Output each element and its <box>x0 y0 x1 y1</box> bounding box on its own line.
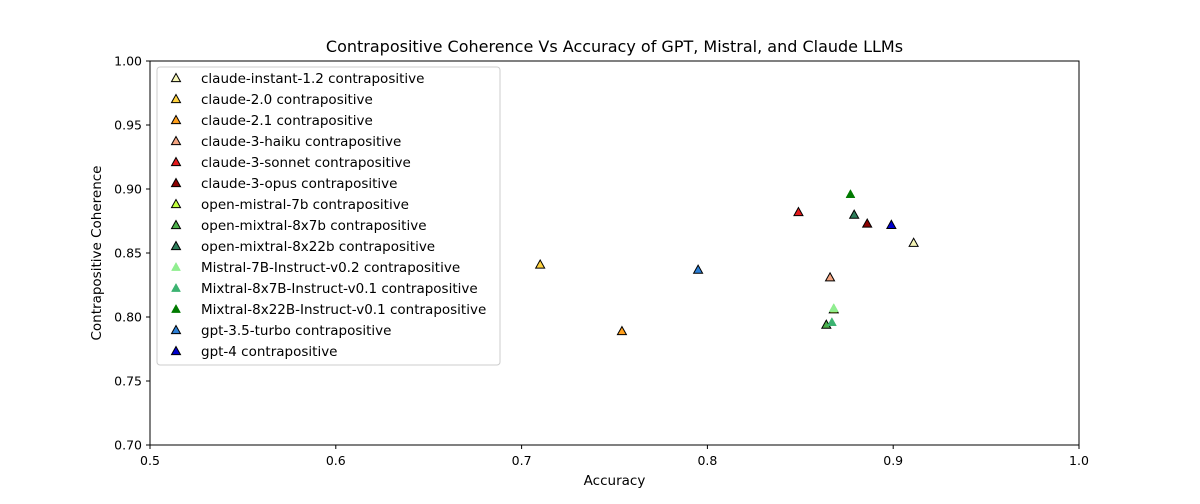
legend-label: open-mixtral-8x7b contrapositive <box>201 218 427 234</box>
legend-marker <box>171 261 181 271</box>
legend-label: claude-3-sonnet contrapositive <box>201 155 411 171</box>
x-tick-label: 0.9 <box>883 453 903 468</box>
legend-item: Mixtral-8x22B-Instruct-v0.1 contrapositi… <box>171 302 486 318</box>
legend-item: claude-instant-1.2 contrapositive <box>170 71 424 87</box>
data-point <box>861 218 873 228</box>
data-point <box>692 264 704 274</box>
legend-item: claude-2.0 contrapositive <box>170 92 373 108</box>
legend-marker <box>170 240 182 251</box>
x-tick-label: 0.6 <box>326 453 346 468</box>
y-tick-label: 0.75 <box>114 374 142 389</box>
data-point <box>793 206 804 217</box>
legend-marker <box>170 72 182 83</box>
legend-marker <box>171 303 181 313</box>
legend-item: gpt-4 contrapositive <box>170 344 338 360</box>
data-point <box>845 189 856 198</box>
y-tick-label: 0.85 <box>114 246 142 261</box>
legend-item: open-mixtral-8x7b contrapositive <box>170 218 427 234</box>
legend-marker <box>170 114 182 125</box>
legend-label: gpt-3.5-turbo contrapositive <box>201 323 391 339</box>
x-tick-label: 1.0 <box>1069 453 1089 468</box>
y-axis: 0.70 0.75 0.80 0.85 0.90 0.95 1.00 <box>114 54 150 453</box>
data-point <box>826 317 837 326</box>
legend-marker <box>170 156 182 167</box>
legend-item: Mistral-7B-Instruct-v0.2 contrapositive <box>171 260 460 276</box>
plot-area <box>534 189 919 336</box>
legend-label: open-mistral-7b contrapositive <box>201 197 409 213</box>
y-tick-label: 0.70 <box>114 438 142 453</box>
legend-item: claude-3-opus contrapositive <box>170 176 397 192</box>
legend-item: open-mixtral-8x22b contrapositive <box>170 239 435 255</box>
legend-marker <box>170 219 182 230</box>
legend-marker <box>170 177 182 188</box>
legend-item: gpt-3.5-turbo contrapositive <box>170 323 391 339</box>
y-tick-label: 1.00 <box>114 54 142 69</box>
chart-title: Contrapositive Coherence Vs Accuracy of … <box>326 37 903 56</box>
legend-label: claude-2.0 contrapositive <box>201 92 373 108</box>
legend-item: claude-2.1 contrapositive <box>170 113 373 129</box>
legend-item: claude-3-sonnet contrapositive <box>170 155 411 171</box>
x-axis-title: Accuracy <box>584 473 646 489</box>
legend-label: gpt-4 contrapositive <box>201 344 338 360</box>
legend: claude-instant-1.2 contrapositive claude-… <box>156 66 501 366</box>
legend-marker <box>171 282 181 292</box>
legend-marker <box>170 198 182 209</box>
data-point <box>848 209 860 219</box>
legend-label: claude-3-opus contrapositive <box>201 176 397 192</box>
data-point <box>828 303 839 312</box>
legend-label: claude-3-haiku contrapositive <box>201 134 401 150</box>
legend-box <box>156 66 501 366</box>
legend-label: claude-instant-1.2 contrapositive <box>201 71 424 87</box>
data-point <box>824 271 836 282</box>
x-axis: 0.5 0.6 0.7 0.8 0.9 1.0 <box>140 445 1089 468</box>
y-tick-label: 0.95 <box>114 118 142 133</box>
y-tick-label: 0.90 <box>114 182 142 197</box>
legend-marker <box>170 345 182 356</box>
legend-marker <box>170 324 182 335</box>
y-axis-title: Contrapositive Coherence <box>89 166 105 341</box>
x-tick-label: 0.8 <box>697 453 717 468</box>
x-tick-label: 0.5 <box>140 453 160 468</box>
data-point <box>885 219 897 229</box>
legend-item: claude-3-haiku contrapositive <box>170 134 401 150</box>
y-tick-label: 0.80 <box>114 310 142 325</box>
legend-label: Mixtral-8x22B-Instruct-v0.1 contrapositi… <box>201 302 486 318</box>
x-tick-label: 0.7 <box>512 453 532 468</box>
legend-marker <box>170 93 182 104</box>
legend-label: claude-2.1 contrapositive <box>201 113 373 129</box>
data-point <box>908 237 919 247</box>
data-point <box>534 258 546 269</box>
legend-label: open-mixtral-8x22b contrapositive <box>201 239 435 255</box>
data-point <box>616 325 628 336</box>
legend-marker <box>170 135 182 146</box>
legend-label: Mistral-7B-Instruct-v0.2 contrapositive <box>201 260 460 276</box>
legend-label: Mixtral-8x7B-Instruct-v0.1 contrapositiv… <box>201 281 478 297</box>
legend-item: open-mistral-7b contrapositive <box>170 197 409 213</box>
legend-item: Mixtral-8x7B-Instruct-v0.1 contrapositiv… <box>171 281 478 297</box>
